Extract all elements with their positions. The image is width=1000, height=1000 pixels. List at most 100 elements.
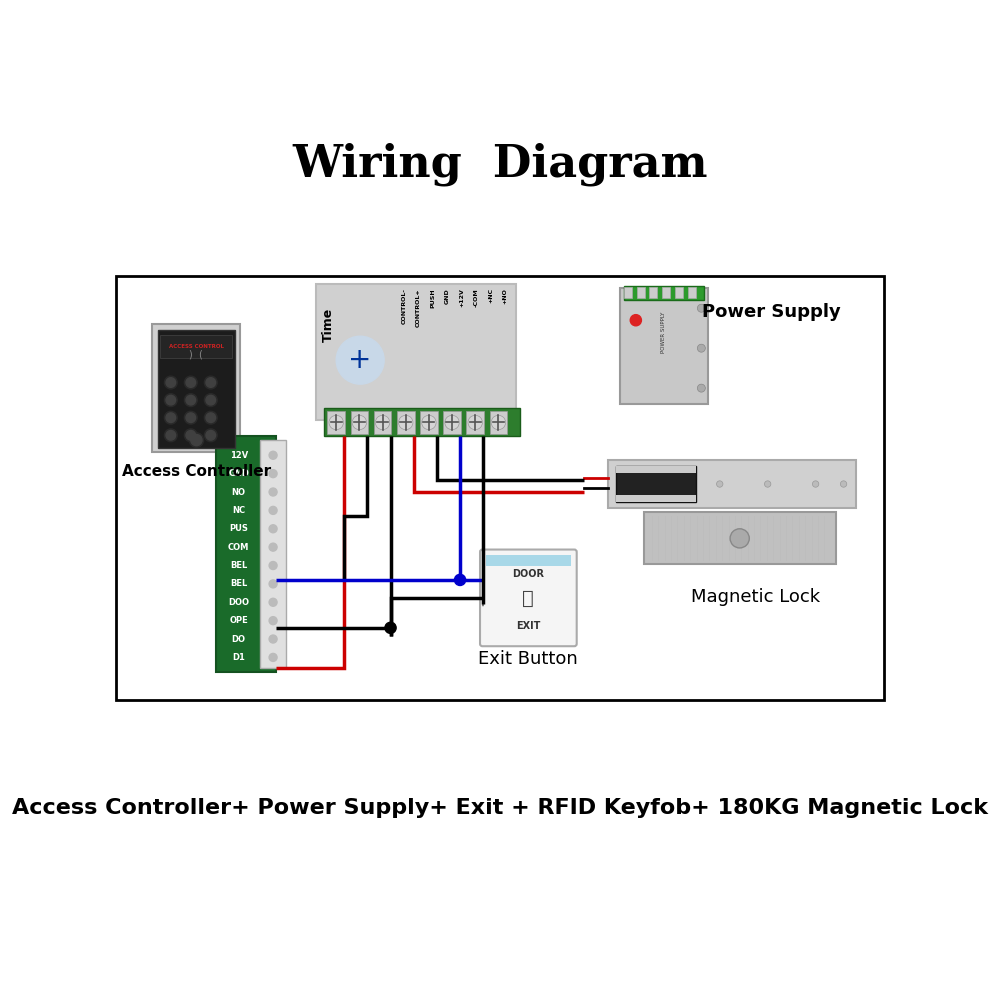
Circle shape [204, 376, 217, 389]
Text: EXIT: EXIT [516, 621, 540, 631]
Bar [662, 287, 670, 298]
Text: CONTROL+: CONTROL+ [416, 288, 421, 327]
Circle shape [269, 562, 277, 570]
Circle shape [191, 434, 202, 446]
Text: Power Supply: Power Supply [702, 303, 841, 321]
Circle shape [186, 413, 196, 422]
Circle shape [166, 413, 176, 422]
Text: Exit Button: Exit Button [478, 650, 578, 668]
Circle shape [206, 378, 216, 387]
Bar [160, 335, 232, 358]
Bar [624, 287, 632, 298]
Text: DOO: DOO [228, 598, 249, 607]
Circle shape [186, 378, 196, 387]
Circle shape [164, 376, 177, 389]
Circle shape [468, 415, 482, 430]
Circle shape [697, 344, 705, 352]
Circle shape [697, 304, 705, 312]
Bar [397, 411, 415, 434]
Circle shape [189, 433, 204, 447]
Circle shape [269, 543, 277, 551]
Text: Time: Time [322, 308, 335, 342]
Bar [624, 286, 704, 300]
Text: Magnetic Lock: Magnetic Lock [691, 588, 820, 606]
Bar [616, 466, 696, 502]
Circle shape [164, 411, 177, 424]
Circle shape [186, 395, 196, 405]
Bar [620, 288, 708, 404]
Text: DOOR: DOOR [512, 569, 544, 579]
Circle shape [269, 451, 277, 459]
Bar [675, 287, 683, 298]
Text: +NO: +NO [502, 288, 507, 304]
Text: -COM: -COM [474, 288, 479, 307]
Circle shape [840, 481, 847, 487]
Circle shape [269, 470, 277, 478]
Bar [260, 440, 286, 668]
Bar [649, 287, 657, 298]
Text: BEL: BEL [230, 561, 247, 570]
Circle shape [630, 315, 641, 326]
Circle shape [204, 394, 217, 407]
Circle shape [269, 598, 277, 606]
Circle shape [184, 394, 197, 407]
Bar [616, 495, 696, 502]
Circle shape [184, 411, 197, 424]
Text: DO: DO [232, 635, 246, 644]
Circle shape [206, 430, 216, 440]
Text: Access Controller+ Power Supply+ Exit + RFID Keyfob+ 180KG Magnetic Lock: Access Controller+ Power Supply+ Exit + … [12, 798, 988, 818]
Bar [351, 411, 368, 434]
Circle shape [204, 411, 217, 424]
Circle shape [269, 488, 277, 496]
Circle shape [730, 529, 749, 548]
Text: )  (: ) ( [189, 350, 203, 360]
Bar [152, 324, 240, 452]
Circle shape [329, 415, 343, 430]
Circle shape [166, 378, 176, 387]
Circle shape [166, 430, 176, 440]
Bar [616, 466, 696, 473]
Bar [324, 408, 520, 436]
Bar [316, 284, 516, 420]
Circle shape [269, 580, 277, 588]
Text: Access Controller: Access Controller [122, 464, 271, 479]
Circle shape [491, 415, 506, 430]
Circle shape [375, 415, 390, 430]
Circle shape [186, 430, 196, 440]
Text: 12V: 12V [230, 451, 248, 460]
Circle shape [399, 415, 413, 430]
Bar [116, 276, 884, 700]
Text: POWER SUPPLY: POWER SUPPLY [661, 312, 666, 353]
Circle shape [166, 395, 176, 405]
Circle shape [204, 429, 217, 442]
Circle shape [184, 429, 197, 442]
Text: +NC: +NC [488, 288, 493, 303]
Text: +: + [348, 346, 372, 374]
Circle shape [336, 336, 384, 384]
Bar [490, 411, 507, 434]
Bar [216, 436, 276, 672]
Text: PUSH: PUSH [430, 288, 435, 308]
Bar [688, 287, 696, 298]
Circle shape [269, 653, 277, 661]
Circle shape [697, 384, 705, 392]
Circle shape [206, 413, 216, 422]
Bar [420, 411, 438, 434]
Bar [466, 411, 484, 434]
FancyBboxPatch shape [480, 550, 577, 646]
Circle shape [764, 481, 771, 487]
Circle shape [164, 394, 177, 407]
Circle shape [385, 622, 396, 633]
Circle shape [164, 429, 177, 442]
Circle shape [454, 574, 466, 585]
Text: OPE: OPE [229, 616, 248, 625]
Circle shape [184, 376, 197, 389]
Bar [443, 411, 461, 434]
Circle shape [352, 415, 367, 430]
Text: NC: NC [232, 506, 245, 515]
Text: PUS: PUS [229, 524, 248, 533]
Bar [637, 287, 645, 298]
Circle shape [717, 481, 723, 487]
Bar [644, 512, 836, 564]
Circle shape [812, 481, 819, 487]
